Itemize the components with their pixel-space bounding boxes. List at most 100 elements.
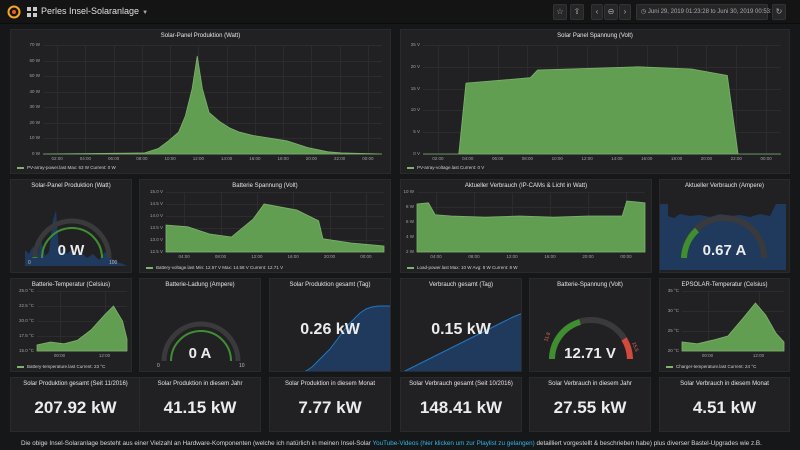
grid-line — [367, 45, 369, 154]
legend: Charger-temperature.last Current: 24 °C — [666, 364, 756, 369]
footer-pre: Die obige Insel-Solaranlage besteht aus … — [21, 440, 373, 447]
stat-panel[interactable]: Solar Verbrauch in diesem Monat 4.51 kW — [659, 377, 790, 432]
dashboard-title[interactable]: Perles Insel-Solaranlage ▼ — [41, 6, 148, 16]
grid-line — [682, 311, 784, 312]
stat-value: 41.15 kW — [163, 398, 237, 417]
x-tick-label: 12:00 — [752, 353, 765, 358]
dashboard-grid-icon[interactable] — [27, 7, 37, 17]
y-tick-label: 0 W — [31, 151, 40, 156]
x-tick-label: 04:00 — [430, 254, 442, 259]
y-tick-label: 35 °C — [667, 288, 679, 293]
panel-production-gauge[interactable]: Solar-Panel Produktion (Watt) 0 W 0 100 — [10, 179, 132, 273]
x-tick-label: 00:00 — [360, 254, 372, 259]
y-tick-label: 2 W — [405, 249, 414, 254]
time-range-picker[interactable]: ◷ Juni 29, 2019 01:23:28 to Juni 30, 201… — [636, 4, 778, 20]
zoom-out-icon[interactable]: ⊖ — [604, 4, 618, 20]
grid-line — [166, 204, 384, 205]
x-tick-label: 12:00 — [98, 353, 111, 358]
panel-battery-charge-gauge[interactable]: Batterie-Ladung (Ampere) 0 A 0 10 — [139, 278, 261, 372]
panel-charger-temperature[interactable]: EPSOLAR-Temperatur (Celsius) 35 °C 30 °C 2… — [659, 278, 790, 372]
panel-load-power[interactable]: Aktueller Verbrauch (IP-CAMs & Licht in … — [400, 179, 652, 273]
grafana-logo-icon[interactable] — [7, 5, 21, 19]
footer-post: detailliert vorgestellt & beschrieben ha… — [534, 440, 762, 447]
x-tick-label: 16:00 — [641, 156, 653, 161]
battery-temperature-graph — [36, 305, 128, 352]
x-tick-label: 14:00 — [220, 156, 233, 161]
star-icon[interactable]: ☆ — [553, 4, 567, 20]
x-tick-label: 16:00 — [287, 254, 299, 259]
stat-title: Solar Verbrauch gesamt (Seit 10/2016) — [409, 381, 513, 387]
grid-line — [417, 252, 645, 253]
x-tick-label: 08:00 — [214, 254, 227, 259]
battery-voltage-gauge — [549, 317, 633, 360]
x-tick-label: 04:00 — [178, 254, 190, 259]
grid-line — [226, 45, 228, 154]
x-tick-label: 20:00 — [582, 254, 594, 259]
y-tick-label: 25 V — [410, 42, 420, 47]
series-area — [416, 200, 646, 253]
legend-text: PV-array-power.last Max: 63 W Current: 0… — [27, 165, 116, 170]
grid-line — [423, 154, 781, 155]
grid-line — [329, 192, 331, 252]
stat-panel[interactable]: Solar Verbrauch gesamt (Seit 10/2016) 148… — [400, 377, 522, 432]
grid-line — [682, 351, 784, 352]
chevron-left-icon[interactable]: ‹ — [591, 4, 603, 20]
charge-gauge — [161, 321, 241, 362]
x-tick-label: 12:00 — [506, 254, 518, 259]
y-tick-label: 12.5 V — [149, 249, 163, 254]
panel-consumption-day[interactable]: Verbrauch gesamt (Tag) 0.15 kW — [400, 278, 522, 372]
y-tick-label: 15 V — [410, 85, 420, 91]
top-navbar: Perles Insel-Solaranlage ▼ ☆ ⇪ ‹ ⊖ › ◷ Ju… — [0, 0, 800, 24]
grid-line — [283, 45, 285, 154]
y-tick-label: 0 V — [413, 151, 420, 156]
stat-value: 0.26 kW — [300, 321, 360, 338]
grid-line — [736, 45, 738, 154]
refresh-icon[interactable]: ↻ — [772, 4, 786, 20]
legend-text: Battery-voltage.last Min: 12.57 V Max: 1… — [156, 265, 284, 270]
chevron-right-icon[interactable]: › — [619, 4, 631, 20]
panel-battery-temperature[interactable]: Batterie-Temperatur (Celsius) 25.0 °C 22.… — [10, 278, 132, 372]
panel-title: Solar-Panel Produktion (Watt) — [31, 183, 111, 189]
panel-title: EPSOLAR-Temperatur (Celsius) — [681, 282, 768, 288]
panel-solar-voltage[interactable]: Solar Panel Spannung (Volt) 25 V 20 V 15 V… — [400, 29, 790, 174]
x-tick-label: 14:00 — [611, 156, 623, 161]
charger-temperature-graph — [681, 302, 785, 352]
panel-title: Verbrauch gesamt (Tag) — [428, 282, 494, 288]
panel-current-consumption[interactable]: Aktueller Verbrauch (Ampere) 0.67 A — [659, 179, 790, 273]
share-icon[interactable]: ⇪ — [570, 4, 584, 20]
x-tick-label: 20:00 — [305, 156, 317, 161]
production-day-sparkline — [304, 305, 390, 371]
panel-solar-production[interactable]: Solar-Panel Produktion (Watt) 70 W 60 W 50… — [10, 29, 391, 174]
stat-panel[interactable]: Solar Produktion in diesem Monat 7.77 kW — [269, 377, 391, 432]
legend-text: Battery-temperature.last Current: 23 °C — [27, 364, 106, 369]
x-tick-label: 22:00 — [730, 156, 742, 161]
grid-line — [365, 192, 367, 252]
legend: PV-array-power.last Max: 63 W Current: 0… — [17, 165, 116, 170]
clock-icon: ◷ — [641, 9, 647, 15]
x-tick-label: 12:00 — [581, 156, 593, 161]
panel-battery-voltage-gauge[interactable]: Batterie-Spannung (Volt) 12.71 V 11.8 15… — [529, 278, 651, 372]
x-tick-label: 08:00 — [468, 254, 480, 259]
y-tick-label: 60 W — [29, 57, 40, 63]
x-tick-label: 00:00 — [362, 156, 374, 161]
y-tick-label: 70 W — [29, 42, 40, 47]
y-tick-label: 20 °C — [667, 348, 679, 353]
playlist-link[interactable]: YouTube-Videos (hier klicken um zur Play… — [372, 440, 535, 447]
x-tick-label: 10:00 — [551, 156, 563, 161]
x-tick-label: 16:00 — [249, 156, 261, 161]
load-power-graph — [416, 200, 646, 253]
stat-panel[interactable]: Solar Produktion gesamt (Seit 11/2016) 20… — [10, 377, 141, 432]
stat-panel[interactable]: Solar Verbrauch in diesem Jahr 27.55 kW — [529, 377, 651, 432]
panel-title: Batterie-Spannung (Volt) — [557, 282, 623, 288]
stat-panel[interactable]: Solar Produktion in diesem Jahr 41.15 kW — [139, 377, 261, 432]
grid-line — [417, 207, 645, 208]
panel-battery-voltage[interactable]: Batterie Spannung (Volt) 15.0 V 14.5 V 14.… — [139, 179, 391, 273]
panel-production-day[interactable]: Solar Produktion gesamt (Tag) 0.26 kW — [269, 278, 391, 372]
grid-line — [85, 45, 87, 154]
y-tick-label: 13.0 V — [149, 237, 163, 242]
gauge-max: 10 — [239, 363, 245, 369]
gauge-min: 0 — [157, 363, 160, 369]
grid-line — [43, 91, 382, 93]
stat-value: 4.51 kW — [692, 398, 757, 417]
panel-title: Aktueller Verbrauch (IP-CAMs & Licht in … — [464, 183, 588, 189]
